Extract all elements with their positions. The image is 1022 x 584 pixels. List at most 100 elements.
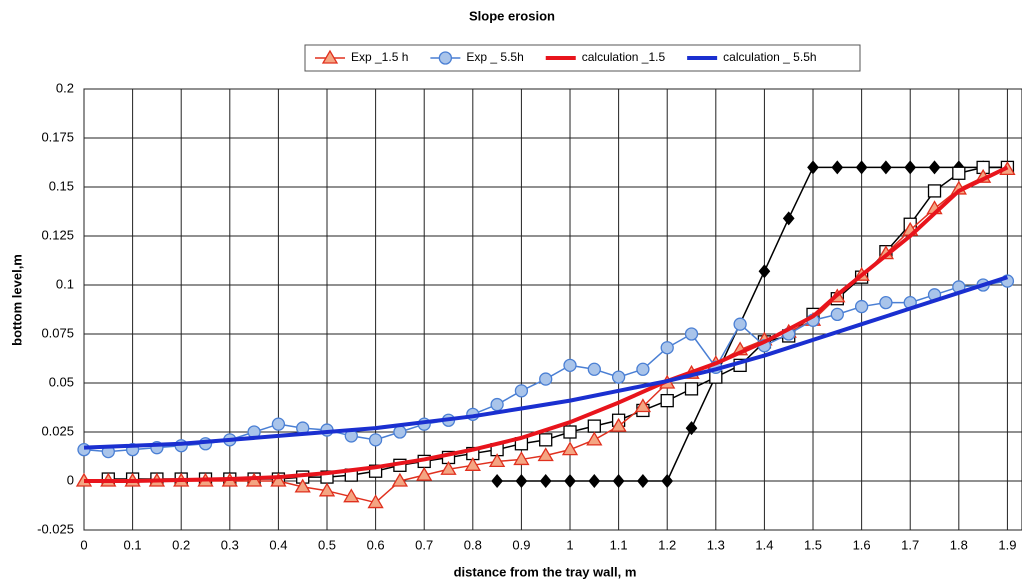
data-point (904, 160, 917, 175)
data-point (927, 184, 942, 198)
x-tick-label: 1 (566, 537, 573, 552)
y-tick-label: 0 (67, 472, 74, 487)
data-point (880, 160, 892, 175)
y-tick-label: 0.125 (41, 227, 74, 242)
data-point (782, 211, 795, 226)
x-tick-label: 1.2 (658, 537, 676, 552)
y-tick-label: -0.025 (37, 521, 74, 536)
data-point (685, 421, 698, 436)
data-point (367, 494, 384, 509)
data-point (368, 433, 383, 447)
data-point (343, 488, 360, 503)
x-tick-label: 0.9 (512, 537, 530, 552)
data-point (539, 473, 552, 489)
data-point (879, 295, 893, 310)
x-tick-label: 0.3 (221, 537, 239, 552)
data-point (588, 473, 601, 489)
y-tick-label: 0.1 (56, 276, 74, 291)
data-point (928, 160, 941, 175)
data-point (807, 160, 819, 175)
data-point (733, 317, 747, 331)
data-point (440, 460, 457, 475)
data-point (758, 264, 771, 279)
x-tick-label: 1.1 (610, 537, 628, 552)
y-tick-label: 0.075 (41, 325, 74, 340)
plot-area (83, 88, 1022, 531)
data-point (537, 447, 554, 462)
x-tick-label: 1.4 (755, 537, 773, 552)
x-tick-label: 1.5 (804, 537, 822, 552)
y-tick-label: 0.2 (56, 80, 74, 95)
data-point (684, 327, 699, 341)
series-line (84, 165, 1009, 483)
data-point (539, 433, 553, 447)
data-point (587, 362, 601, 376)
data-point (318, 482, 336, 497)
y-tick-label: 0.05 (49, 374, 74, 389)
chart-title: Slope erosion (469, 8, 555, 23)
data-point (561, 441, 579, 456)
y-tick-label: 0.175 (41, 129, 74, 144)
legend-label: Exp _ 5.5h (466, 50, 523, 64)
data-point (563, 358, 577, 373)
data-point (464, 457, 481, 471)
y-tick-label: 0.025 (41, 423, 74, 438)
data-point (661, 473, 674, 489)
x-tick-label: 0.4 (269, 537, 287, 552)
data-point (491, 473, 503, 489)
x-tick-label: 0.2 (172, 537, 190, 552)
legend-label: calculation _ 5.5h (723, 50, 816, 64)
data-point (637, 473, 649, 489)
data-point (391, 472, 409, 487)
x-tick-label: 0.1 (124, 537, 142, 552)
legend-box (304, 44, 861, 72)
data-point (586, 431, 603, 446)
data-point (564, 473, 576, 489)
x-tick-label: 0 (80, 537, 87, 552)
data-point (684, 382, 699, 396)
legend-label: calculation _1.5 (582, 50, 666, 64)
data-point (634, 398, 652, 413)
x-tick-label: 1.7 (901, 537, 919, 552)
x-tick-label: 1.3 (707, 537, 725, 552)
data-point (488, 453, 506, 468)
x-tick-label: 0.5 (318, 537, 336, 552)
x-axis-label: distance from the tray wall, m (454, 564, 637, 579)
data-point (854, 299, 869, 314)
data-point (952, 166, 966, 180)
legend-marker (321, 49, 339, 64)
x-tick-label: 1.8 (950, 537, 968, 552)
x-tick-label: 0.7 (415, 537, 433, 552)
data-point (612, 473, 625, 489)
data-point (515, 473, 528, 489)
y-tick-label: 0.15 (49, 178, 74, 193)
data-point (660, 393, 674, 408)
legend-label: Exp _1.5 h (351, 50, 408, 64)
data-point (539, 372, 553, 386)
x-tick-label: 1.9 (998, 537, 1016, 552)
data-point (490, 397, 504, 412)
data-point (660, 341, 674, 355)
data-point (563, 425, 577, 439)
y-axis-label: bottom level,m (9, 254, 24, 346)
data-point (587, 419, 601, 433)
data-point (514, 384, 529, 398)
data-point (636, 362, 650, 376)
data-point (610, 417, 627, 432)
x-tick-label: 1.6 (853, 537, 871, 552)
legend-marker (438, 51, 453, 65)
data-point (77, 442, 91, 457)
x-tick-label: 0.8 (464, 537, 482, 552)
data-point (270, 472, 287, 487)
series-line (83, 275, 1009, 450)
x-tick-label: 0.6 (367, 537, 385, 552)
data-point (416, 466, 433, 481)
data-point (294, 478, 311, 493)
data-point (513, 451, 530, 466)
data-point (611, 370, 626, 384)
data-point (271, 417, 286, 431)
data-point (855, 160, 868, 175)
data-point (393, 425, 407, 439)
